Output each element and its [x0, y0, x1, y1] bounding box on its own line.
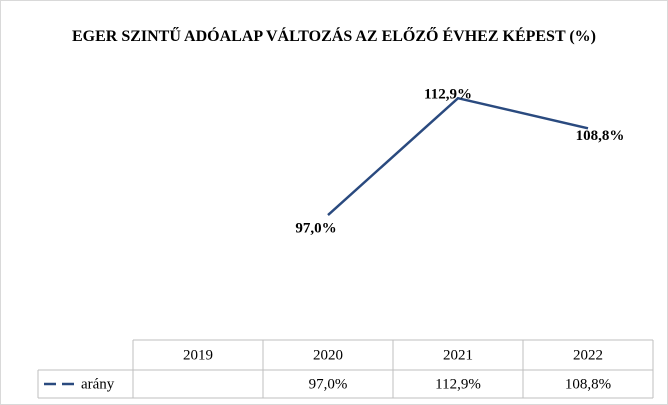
- table-header: 2020: [313, 347, 343, 363]
- table-cell: 108,8%: [565, 376, 611, 392]
- table-header: 2021: [443, 347, 473, 363]
- chart-title: EGER SZINTŰ ADÓALAP VÁLTOZÁS AZ ELŐZŐ ÉV…: [71, 28, 596, 45]
- table-header: 2019: [183, 347, 213, 363]
- table-cell: 97,0%: [309, 376, 348, 392]
- data-label: 97,0%: [295, 220, 336, 236]
- table-cell: 112,9%: [435, 376, 481, 392]
- table-header: 2022: [573, 347, 603, 363]
- data-label: 112,9%: [424, 87, 472, 103]
- title-box: EGER SZINTŰ ADÓALAP VÁLTOZÁS AZ ELŐZŐ ÉV…: [71, 28, 596, 45]
- legend-label: arány: [81, 376, 115, 392]
- series-line: [327, 96, 589, 216]
- data-label: 108,8%: [576, 128, 625, 144]
